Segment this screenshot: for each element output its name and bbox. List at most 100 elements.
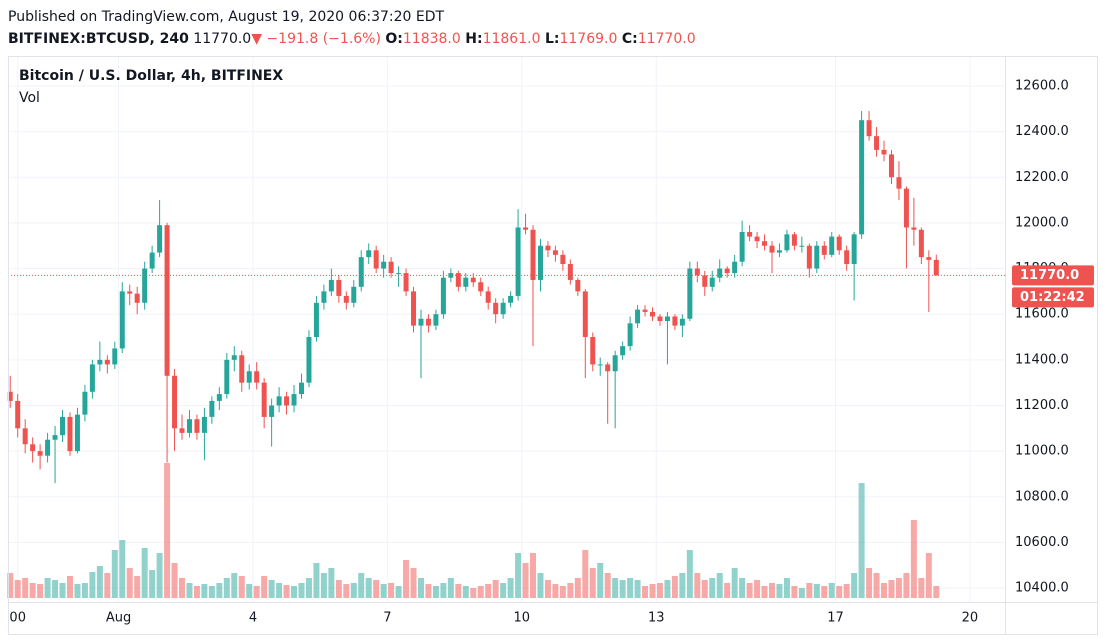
volume-bar (89, 572, 96, 598)
volume-bar (81, 583, 88, 598)
volume-bar (425, 584, 432, 598)
volume-bar (37, 584, 44, 598)
price-label: 11770.0 (1020, 268, 1079, 283)
y-tick-label: 11400.0 (1015, 352, 1069, 367)
y-tick-label: 12200.0 (1015, 170, 1069, 185)
volume-bar (373, 580, 380, 598)
volume-bar (59, 583, 66, 598)
candle-body (530, 229, 536, 280)
candle-body (814, 245, 820, 269)
x-tick-label: 20 (962, 611, 979, 626)
change: −191.8 (−1.6%) (266, 31, 381, 47)
symbol: BITFINEX:BTCUSD, 240 (8, 31, 189, 47)
volume-bar (477, 586, 484, 598)
volume-bar (283, 585, 290, 598)
volume-bar (694, 573, 701, 598)
volume-bar (783, 578, 790, 598)
candle-body (762, 241, 768, 246)
y-tick-label: 10600.0 (1015, 535, 1069, 550)
candle-body (284, 396, 290, 406)
candle-body (194, 419, 200, 433)
candle-body (269, 405, 275, 417)
volume-bar (276, 583, 283, 598)
candle-body (642, 309, 648, 312)
volume-bar (522, 563, 529, 598)
candle-body (440, 277, 446, 315)
candle-body (709, 277, 715, 287)
candle-body (769, 245, 775, 253)
volume-bar (291, 586, 298, 598)
candle-body (149, 252, 155, 269)
volume-bar (388, 583, 395, 598)
arrow: ▼ (251, 31, 262, 47)
volume-bar (126, 568, 133, 598)
volume-bar (836, 586, 843, 598)
volume-bar (813, 584, 820, 598)
candle-body (358, 257, 364, 287)
candle-body (45, 439, 51, 456)
candle-body (60, 416, 66, 436)
candle-body (650, 311, 656, 317)
candle-body (30, 444, 36, 452)
candle-body (485, 291, 491, 303)
volume-bar (828, 583, 835, 598)
volume-bar (739, 578, 746, 598)
candle-body (612, 355, 618, 372)
candle-body (478, 282, 484, 292)
candle-body (866, 120, 872, 137)
y-tick-label: 10400.0 (1015, 581, 1069, 596)
candle-body (560, 254, 566, 264)
candle-body (552, 250, 558, 255)
volume-bar (410, 568, 417, 598)
candle-body (515, 227, 521, 296)
volume-bar (918, 578, 925, 598)
volume-bar (432, 586, 439, 598)
candle-body (747, 232, 753, 237)
volume-bar (552, 584, 559, 598)
candle-body (366, 250, 372, 258)
candle-body (261, 382, 267, 417)
x-tick-label: 4 (249, 611, 257, 626)
volume-bar (821, 586, 828, 598)
candle-body (776, 250, 782, 253)
candle-body (926, 257, 932, 260)
volume-bar (246, 584, 253, 598)
candle-body (791, 234, 797, 246)
candle-body (328, 279, 334, 292)
volume-bar (492, 580, 499, 598)
volume-bar (910, 520, 917, 598)
x-tick-label: Aug (106, 611, 131, 626)
volume-bar (791, 586, 798, 598)
volume-bar (806, 583, 813, 598)
candle-body (418, 318, 424, 326)
volume-bar (305, 578, 312, 598)
volume-bar (268, 580, 275, 598)
candle-body (276, 396, 282, 406)
candle-body (127, 291, 133, 294)
candle-body (627, 323, 633, 347)
volume-bar (843, 584, 850, 598)
frame (8, 56, 1098, 635)
candle-body (500, 302, 506, 315)
candle-body (179, 428, 185, 433)
candle-body (493, 302, 499, 315)
y-tick-label: 11200.0 (1015, 398, 1069, 413)
volume-bar (253, 586, 260, 598)
candle-body (754, 236, 760, 242)
volume-bar (66, 576, 73, 598)
volume-bar (134, 576, 141, 598)
candle-body (463, 277, 469, 287)
candle-body (881, 149, 887, 155)
candle-body (396, 273, 402, 275)
volume-bar (642, 586, 649, 598)
candle-body (7, 391, 13, 401)
last: 11770.0 (193, 31, 252, 47)
volume-bar (365, 578, 372, 598)
candle-body (672, 316, 678, 326)
candle-body (664, 316, 670, 322)
candle-body (575, 279, 581, 292)
volume-bar (104, 573, 111, 598)
y-tick-label: 12000.0 (1015, 215, 1069, 230)
volume-bar (22, 578, 29, 598)
c-value: 11770.0 (637, 31, 696, 47)
